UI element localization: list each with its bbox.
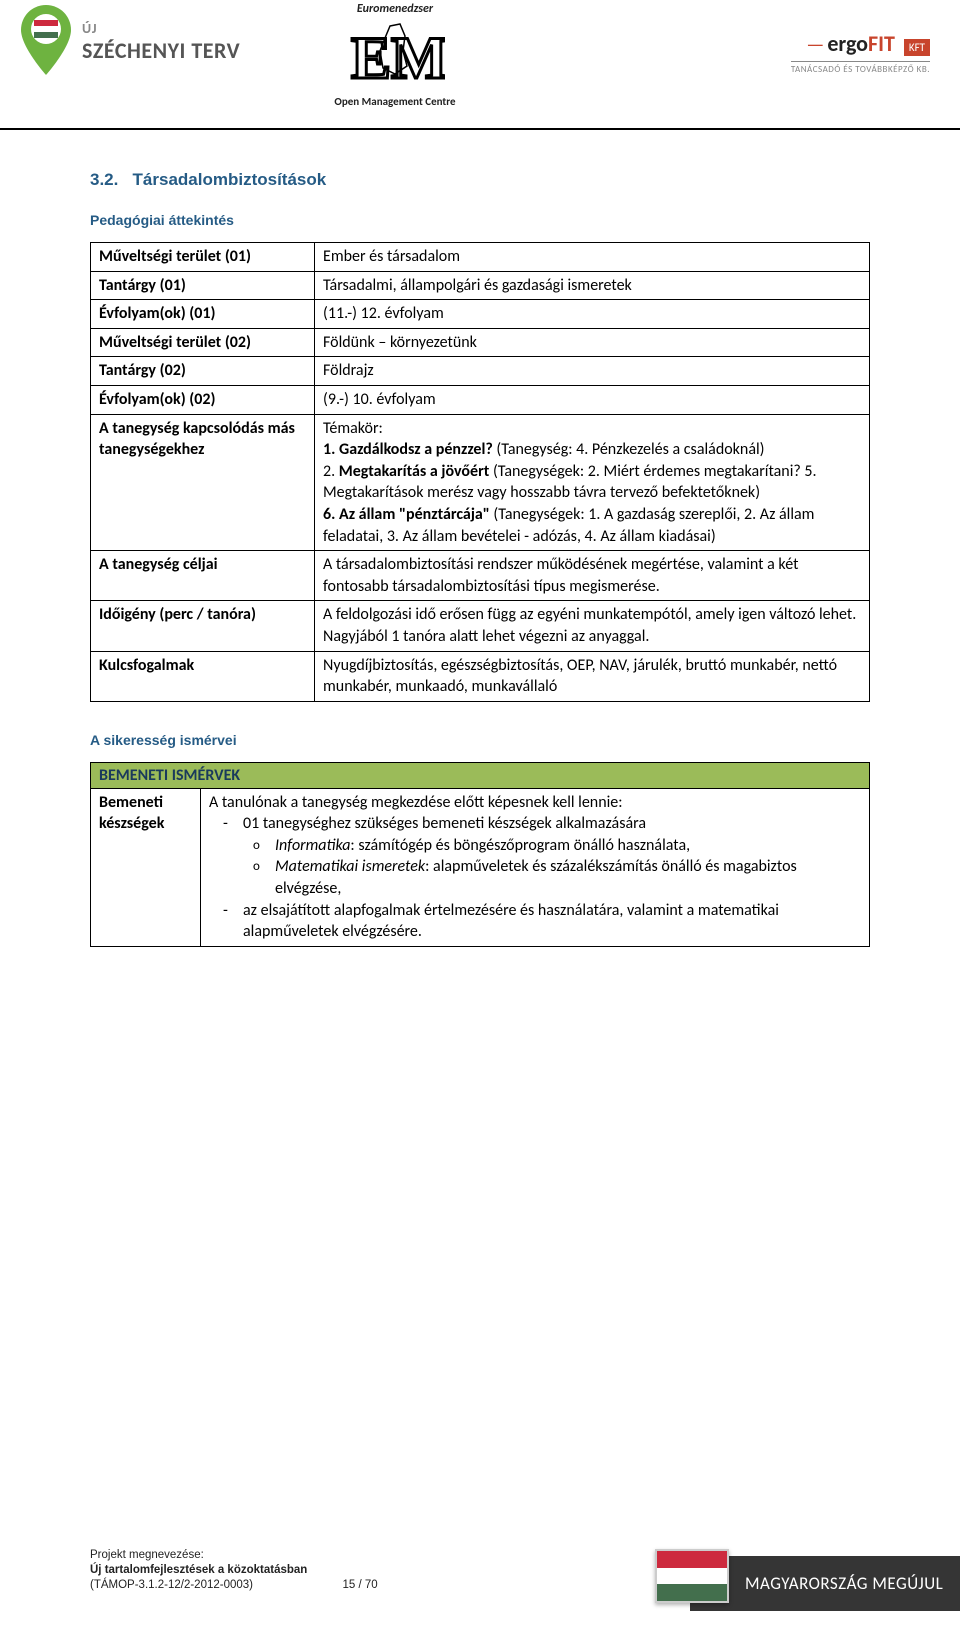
criteria-table: BEMENETI ISMÉRVEK Bemeneti készségek A t… (90, 762, 870, 947)
cell-value: A feldolgozási idő erősen függ az egyéni… (315, 601, 870, 651)
cell-label: Kulcsfogalmak (91, 651, 315, 701)
topic-intro: Témakör: (323, 419, 383, 438)
footer-line: Projekt megnevezése: (90, 1549, 204, 1561)
cell-label: Műveltségi terület (02) (91, 328, 315, 357)
table-row: Tantárgy (01)Társadalmi, állampolgári és… (91, 271, 870, 300)
list-item: Matematikai ismeretek: alapműveletek és … (275, 856, 861, 899)
page-header: ÚJ SZÉCHENYI TERV Euromenedzser EM Open … (0, 0, 960, 130)
table-row: Időigény (perc / tanóra)A feldolgozási i… (91, 601, 870, 651)
euromenedzser-logo: Euromenedzser EM Open Management Centre (305, 2, 485, 108)
table-row: Évfolyam(ok) (01)(11.-) 12. évfolyam (91, 300, 870, 329)
cell-value: Ember és társadalom (315, 243, 870, 272)
cell-label: Évfolyam(ok) (01) (91, 300, 315, 329)
ergofit-logo: — ergoFIT KFT TANÁCSADÓ ÉS TOVÁBBKÉPZŐ K… (791, 30, 930, 75)
topic-text: 2. (323, 462, 339, 481)
ergofit-sub: TANÁCSADÓ ÉS TOVÁBBKÉPZŐ KB. (791, 61, 930, 75)
cell-value: Földrajz (315, 357, 870, 386)
flag-pin-icon (20, 5, 72, 77)
ergofit-kft: KFT (904, 39, 930, 56)
em-subtitle: Open Management Centre (305, 95, 485, 108)
cell-value: Témakör: 1. Gazdálkodsz a pénzzel? (Tane… (315, 414, 870, 551)
cell-label: A tanegység kapcsolódás más tanegységekh… (91, 414, 315, 551)
ergofit-ergo: ergo (827, 30, 868, 57)
footer-line-bold: Új tartalomfejlesztések a közoktatásban (90, 1564, 307, 1576)
cell-value: (9.-) 10. évfolyam (315, 385, 870, 414)
list-text: 01 tanegységhez szükséges bemeneti készs… (243, 814, 646, 833)
table-row: A tanegység céljaiA társadalombiztosítás… (91, 551, 870, 601)
em-title: Euromenedzser (305, 2, 485, 16)
list-item: Informatika: számítógép és böngészőprogr… (275, 835, 861, 857)
list-text: : számítógép és böngészőprogram önálló h… (350, 836, 690, 855)
cell-value: A társadalombiztosítási rendszer működés… (315, 551, 870, 601)
svg-text:EM: EM (351, 25, 445, 91)
cell-value: Nyugdíjbiztosítás, egészségbiztosítás, O… (315, 651, 870, 701)
criteria-intro: A tanulónak a tanegység megkezdése előtt… (209, 793, 623, 812)
szechenyi-title: SZÉCHENYI TERV (82, 37, 240, 64)
szechenyi-logo: ÚJ SZÉCHENYI TERV (20, 5, 240, 77)
cell-value: Földünk – környezetünk (315, 328, 870, 357)
cell-label: Bemeneti készségek (91, 788, 201, 946)
topic-bold: Megtakarítás a jövőért (339, 462, 490, 481)
cell-label: Műveltségi terület (01) (91, 243, 315, 272)
section-heading: 3.2. Társadalombiztosítások (90, 170, 870, 190)
section-number: 3.2. (90, 170, 118, 189)
topic-bold: 6. Az állam "pénztárcája" (323, 505, 490, 524)
footer-badge-area: MAGYARORSZÁG MEGÚJUL (650, 1533, 960, 1611)
footer-project-info: Projekt megnevezése: Új tartalomfejleszt… (90, 1548, 378, 1593)
topic-bold: 1. Gazdálkodsz a pénzzel? (323, 440, 493, 459)
topic-text: (Tanegység: 4. Pénzkezelés a családoknál… (493, 440, 765, 459)
cell-label: Időigény (perc / tanóra) (91, 601, 315, 651)
hungary-badge: MAGYARORSZÁG MEGÚJUL (690, 1556, 960, 1611)
cell-label: A tanegység céljai (91, 551, 315, 601)
criteria-header: BEMENETI ISMÉRVEK (91, 762, 870, 788)
cell-value: (11.-) 12. évfolyam (315, 300, 870, 329)
footer-line: (TÁMOP-3.1.2-12/2-2012-0003) (90, 1579, 253, 1591)
overview-table: Műveltségi terület (01)Ember és társadal… (90, 242, 870, 702)
hungary-flag-icon (655, 1549, 729, 1603)
badge-text: MAGYARORSZÁG MEGÚJUL (745, 1573, 943, 1594)
list-item: az elsajátított alapfogalmak értelmezésé… (243, 900, 861, 943)
list-item: 01 tanegységhez szükséges bemeneti készs… (243, 813, 861, 899)
table-row: Tantárgy (02)Földrajz (91, 357, 870, 386)
cell-label: Évfolyam(ok) (02) (91, 385, 315, 414)
cell-value: Társadalmi, állampolgári és gazdasági is… (315, 271, 870, 300)
table-row: A tanegység kapcsolódás más tanegységekh… (91, 414, 870, 551)
table-row: Műveltségi terület (02)Földünk – környez… (91, 328, 870, 357)
cell-label: Tantárgy (02) (91, 357, 315, 386)
page-number: 15 / 70 (342, 1579, 377, 1591)
list-italic: Matematikai ismeretek (275, 857, 425, 876)
table-row: Bemeneti készségek A tanulónak a tanegys… (91, 788, 870, 946)
success-heading: A sikeresség ismérvei (90, 732, 870, 748)
page-footer: Projekt megnevezése: Új tartalomfejleszt… (0, 1511, 960, 1611)
section-title: Társadalombiztosítások (133, 170, 327, 189)
table-row: Évfolyam(ok) (02)(9.-) 10. évfolyam (91, 385, 870, 414)
list-text: az elsajátított alapfogalmak értelmezésé… (243, 901, 779, 942)
list-italic: Informatika (275, 836, 350, 855)
table-row: KulcsfogalmakNyugdíjbiztosítás, egészség… (91, 651, 870, 701)
cell-label: Tantárgy (01) (91, 271, 315, 300)
ergofit-fit: FIT (868, 30, 895, 57)
em-icon: EM (345, 16, 445, 94)
sub-heading: Pedagógiai áttekintés (90, 212, 870, 228)
szechenyi-uj: ÚJ (82, 20, 240, 37)
table-row: Műveltségi terület (01)Ember és társadal… (91, 243, 870, 272)
cell-value: A tanulónak a tanegység megkezdése előtt… (201, 788, 870, 946)
page-content: 3.2. Társadalombiztosítások Pedagógiai á… (0, 130, 960, 947)
